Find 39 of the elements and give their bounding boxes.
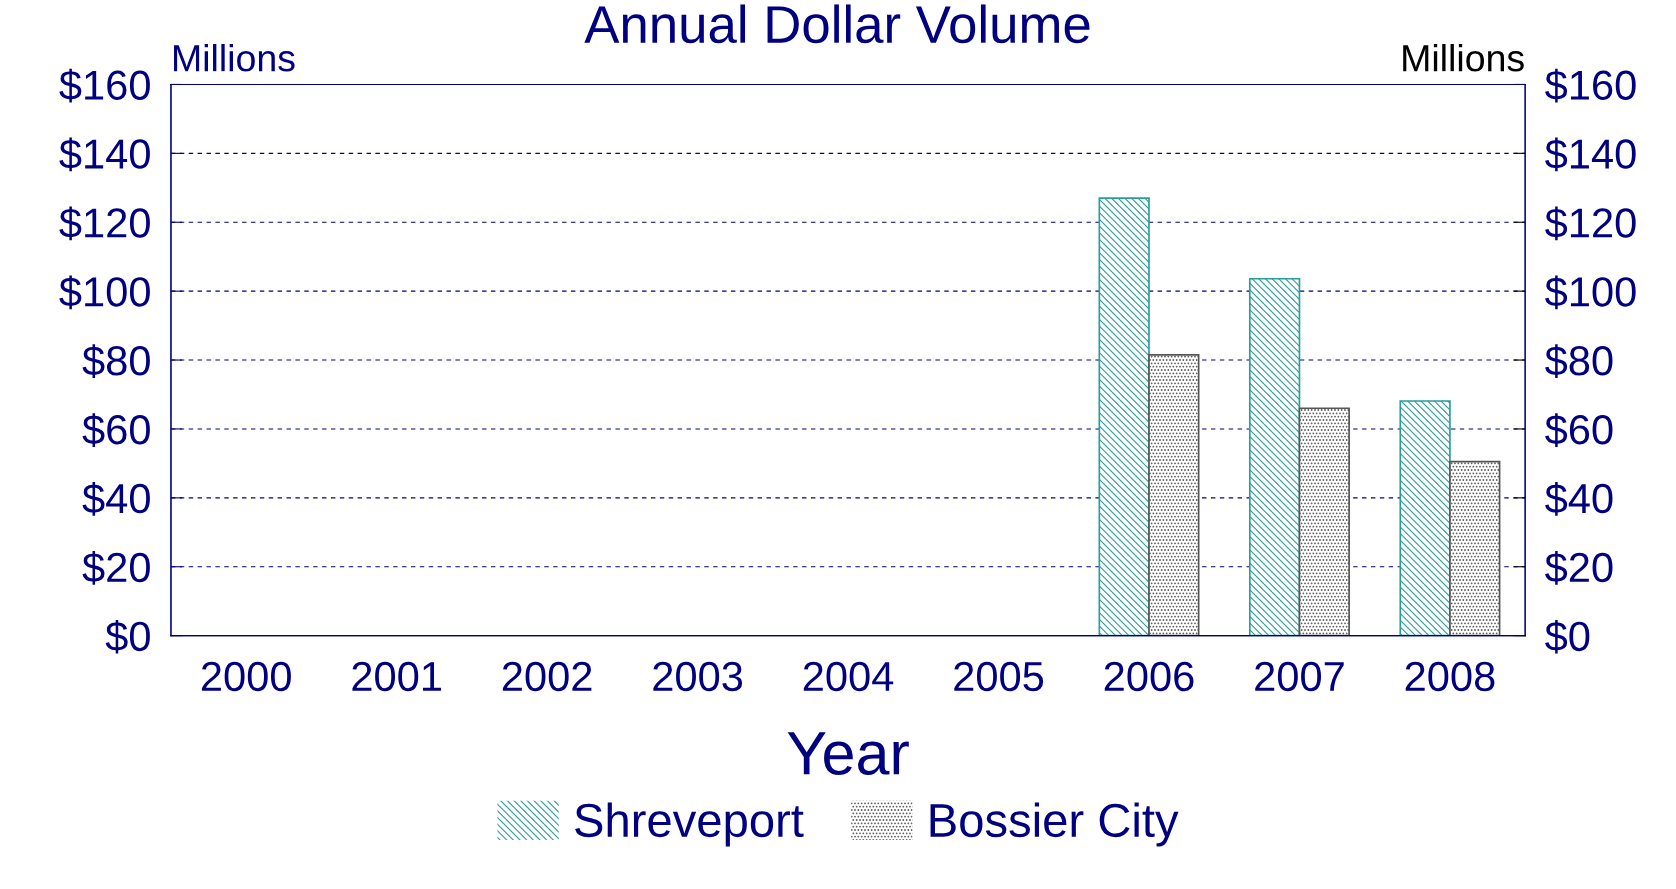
x-tick-label: 2000 bbox=[201, 661, 291, 692]
y-tick-label: $0 bbox=[105, 619, 150, 654]
legend-label: Shreveport bbox=[575, 802, 804, 847]
y-tick-label: $160 bbox=[59, 68, 150, 103]
y2-tick-label: $100 bbox=[1545, 275, 1636, 310]
chart-title: Annual Dollar Volume bbox=[584, 4, 1090, 44]
bar bbox=[1298, 407, 1350, 636]
y-tick-label: $20 bbox=[82, 550, 150, 585]
y-tick-label: $60 bbox=[82, 413, 150, 447]
x-tick-label: 2005 bbox=[954, 661, 1044, 692]
y2-tick-label: $80 bbox=[1545, 344, 1613, 379]
x-tick-label: 2008 bbox=[1405, 661, 1495, 692]
x-tick-label: 2004 bbox=[803, 661, 894, 692]
y-tick-label: $80 bbox=[82, 344, 150, 379]
y2-tick-label: $140 bbox=[1545, 137, 1636, 172]
x-tick-label: 2002 bbox=[502, 661, 592, 692]
x-tick-label: 2006 bbox=[1104, 661, 1194, 692]
x-axis-title: Year bbox=[787, 732, 909, 775]
bar bbox=[1449, 460, 1501, 636]
y-tick-label: $40 bbox=[82, 482, 150, 516]
y2-tick-label: $20 bbox=[1545, 550, 1613, 585]
bar bbox=[1098, 197, 1150, 636]
bar bbox=[1148, 354, 1200, 636]
bar bbox=[1399, 400, 1451, 636]
bar bbox=[1248, 277, 1301, 636]
x-tick-label: 2001 bbox=[352, 661, 441, 692]
y-tick-label: $140 bbox=[59, 137, 150, 172]
y2-tick-label: $0 bbox=[1545, 619, 1590, 654]
y-tick-label: $100 bbox=[59, 275, 150, 310]
legend-label: Bossier City bbox=[930, 802, 1179, 847]
y2-tick-label: $120 bbox=[1545, 206, 1636, 241]
y2-axis-title: Millions bbox=[1403, 43, 1524, 72]
y-tick-label: $120 bbox=[59, 206, 150, 241]
x-tick-label: 2003 bbox=[653, 661, 743, 692]
y-axis-title: Millions bbox=[174, 43, 295, 72]
x-tick-label: 2007 bbox=[1255, 661, 1344, 692]
y2-tick-label: $160 bbox=[1545, 68, 1636, 103]
y2-tick-label: $40 bbox=[1545, 482, 1613, 516]
y2-tick-label: $60 bbox=[1545, 413, 1613, 447]
